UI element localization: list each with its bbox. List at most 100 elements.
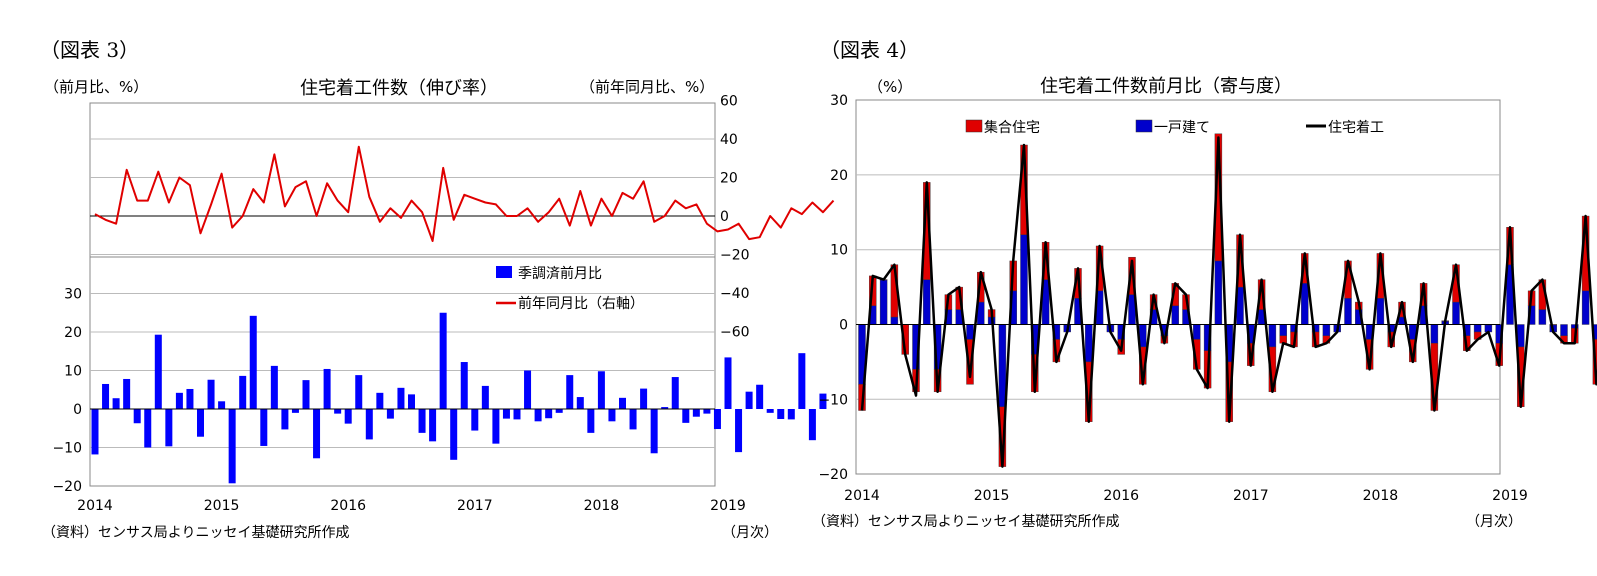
figure3-bar (566, 375, 574, 409)
figure3-bar (365, 409, 373, 440)
figure3-bar (429, 409, 437, 442)
figure4-single-bar (1517, 324, 1525, 348)
figure3-bar (576, 397, 584, 409)
figure3-bar (323, 368, 331, 409)
figure3-bar (819, 393, 827, 409)
figure3-bar (471, 409, 479, 431)
figure3-bar (144, 409, 152, 448)
figure3-bar (249, 315, 257, 409)
figure3-bar (555, 409, 563, 413)
figure3-x-unit: （月次） (722, 525, 778, 541)
figure3-right-tick-label: −40 (720, 286, 750, 302)
figure3-bar (713, 409, 721, 430)
figure4-multi-bar (966, 339, 974, 385)
figure3-x-tick-label: 2014 (77, 498, 113, 514)
figure3-bar (534, 409, 542, 422)
figure3-label: （図表 3） (40, 38, 140, 62)
figure3-right-tick-label: 60 (720, 94, 738, 110)
figure4-single-bar (1268, 324, 1277, 348)
figure3-bar (756, 384, 764, 409)
figure3-bar (154, 334, 162, 409)
figure3-bar (808, 409, 816, 441)
figure4-single-bar (1560, 324, 1568, 336)
figure4-single-bar (966, 324, 974, 340)
figure4-x-tick-label: 2019 (1492, 488, 1528, 504)
figure3-bar (787, 409, 795, 420)
figure3-bar (724, 357, 732, 409)
figure3-bar (175, 392, 183, 409)
figure3-x-tick-label: 2017 (457, 498, 493, 514)
figure3-legend-line-label: 前年同月比（右軸） (518, 295, 644, 312)
figure4-label: （図表 4） (820, 38, 920, 62)
figure4-single-bar (890, 316, 899, 325)
figure3-bar (291, 409, 299, 413)
figure3-left-tick-label: 0 (73, 402, 82, 418)
figure4-legend-total-label: 住宅着工 (1328, 120, 1384, 136)
figure3-left-tick-label: 20 (64, 325, 82, 341)
figure3-bar (692, 409, 700, 417)
figure3-left-axis-label: （前月比、%） (44, 78, 149, 96)
figure3-bar (502, 409, 510, 419)
figure3-plot-frame (89, 102, 716, 487)
figure4-single-bar (1020, 234, 1028, 325)
figure3-bar (408, 394, 415, 409)
figure3-bar (313, 409, 321, 459)
figure3-bar (735, 409, 743, 453)
figure4-single-bar (1473, 324, 1482, 333)
figure4-multi-bar (1128, 256, 1136, 295)
figure3-bar (492, 409, 500, 444)
figure4-legend-multi-label: 集合住宅 (984, 119, 1040, 136)
figure4-plot-frame (855, 99, 1501, 475)
figure3-bar (186, 388, 194, 409)
figure3-bar (302, 380, 310, 409)
figure3-left-tick-label: 30 (64, 287, 82, 303)
figure3-legend-bar-label: 季調済前月比 (518, 265, 602, 282)
figure3-left-tick-label: 10 (64, 364, 82, 380)
figure3-bar (123, 378, 131, 409)
figure3-left-tick-label: −10 (52, 441, 82, 457)
figure4-single-bar (1214, 260, 1223, 325)
figure4-single-bar (1581, 290, 1590, 325)
figure3-right-tick-label: −60 (720, 325, 750, 341)
figure3-bar (376, 392, 384, 409)
figure4-title: 住宅着工件数前月比（寄与度） (1040, 76, 1292, 97)
figure4-y-tick-label: 30 (830, 93, 848, 109)
figure3-bar (608, 409, 616, 422)
figure4-single-bar (998, 324, 1007, 407)
figure4-y-tick-label: −10 (818, 392, 848, 408)
figure3-bar (260, 409, 268, 446)
figure3-right-axis-label: （前年同月比、%） (580, 78, 715, 96)
figure3-source: （資料）センサス局よりニッセイ基礎研究所作成 (42, 525, 350, 541)
figure3-bar (766, 409, 774, 413)
figure4-x-tick-label: 2018 (1363, 488, 1399, 504)
figure4-single-bar (1085, 324, 1093, 363)
figure3-bar (545, 409, 553, 419)
figure4-x-tick-label: 2016 (1103, 488, 1139, 504)
figure3-title: 住宅着工件数（伸び率） (300, 78, 498, 99)
figure3-bar (524, 370, 532, 409)
figure3-bar (228, 409, 236, 484)
figure3-bar (165, 409, 173, 447)
figure3-right-tick-label: 40 (720, 132, 738, 148)
figure3-bar (281, 409, 289, 430)
figure4-total-line (860, 136, 1597, 468)
figure3-x-tick-label: 2019 (710, 498, 746, 514)
figure3-bar (661, 407, 669, 409)
figure4-y-tick-label: 10 (830, 243, 848, 259)
figure3-bar (671, 377, 679, 409)
figure3-bar (640, 388, 648, 409)
figure3-bar (102, 383, 110, 409)
figure3-bar (197, 409, 204, 437)
figure4-single-bar (1279, 324, 1287, 336)
figure3-left-tick-label: −20 (52, 479, 82, 495)
figure3-bar (481, 385, 489, 409)
figure3-bar (207, 379, 215, 409)
figure3-bar (397, 387, 405, 409)
figure4-single-bar (1430, 324, 1439, 344)
figure3-bar (218, 401, 226, 409)
figure4-x-tick-label: 2017 (1233, 488, 1269, 504)
figure3-bar (777, 409, 785, 420)
figure3-bar (597, 371, 605, 409)
figure4-single-bar (1538, 309, 1547, 325)
figure4-single-bar (1322, 324, 1331, 336)
